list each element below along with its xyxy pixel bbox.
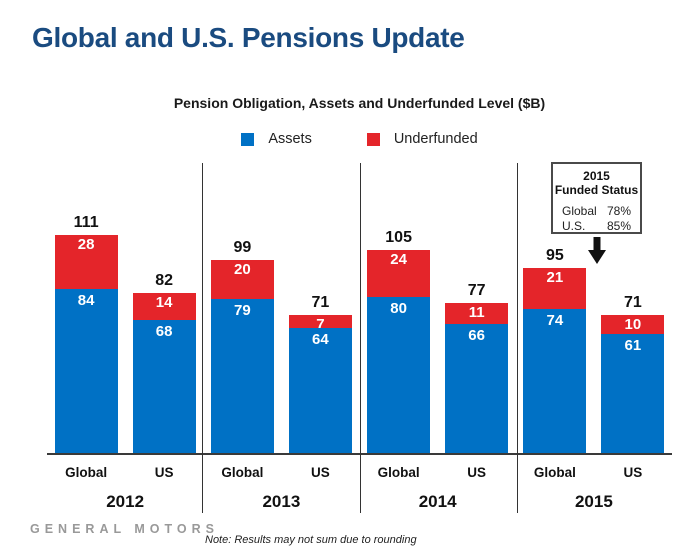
segment-underfunded: 11 (445, 302, 509, 325)
general-motors-logo: GENERAL MOTORS (30, 522, 219, 536)
segment-assets: 84 (54, 289, 118, 453)
assets-value-label: 79 (234, 301, 251, 319)
legend-label-underfunded: Underfunded (393, 131, 478, 147)
assets-value-label: 84 (77, 292, 95, 310)
underfunded-value-label: 11 (468, 303, 485, 321)
year-divider (202, 163, 203, 513)
year-label-2012: 2012 (106, 492, 145, 511)
segment-assets: 64 (288, 328, 352, 453)
assets-value-label: 61 (624, 337, 642, 355)
category-labels: Global US (360, 465, 516, 480)
year-group-2012: 111 28 84 82 14 68 Global US 2012 (47, 160, 203, 511)
funded-status-callout: 2015 Funded Status Global 78% U.S. 85% (551, 162, 642, 234)
year-label-2015: 2015 (574, 492, 613, 511)
bar-2014-us: 77 11 66 (445, 282, 509, 453)
underfunded-value-label: 24 (390, 251, 407, 269)
segment-underfunded: 7 (288, 314, 352, 333)
callout-row-global: Global 78% (562, 204, 631, 218)
bar-total-label: 77 (467, 281, 486, 299)
bar-2015-us: 71 10 61 (601, 294, 665, 453)
assets-value-label: 74 (546, 311, 564, 329)
assets-value-label: 66 (468, 327, 485, 345)
segment-underfunded: 14 (132, 293, 196, 321)
bar-total-label: 82 (155, 272, 174, 290)
segment-assets: 79 (210, 298, 274, 453)
underfunded-value-label: 28 (77, 235, 95, 253)
bar-2012-us: 82 14 68 (132, 272, 196, 453)
category-label-global: Global (377, 465, 420, 480)
category-label-global: Global (533, 465, 576, 480)
segment-assets: 68 (132, 320, 196, 453)
underfunded-swatch-icon (366, 132, 380, 146)
bar-total-label: 111 (73, 213, 99, 231)
assets-swatch-icon (241, 132, 255, 146)
segment-assets: 80 (367, 297, 431, 453)
bar-total-label: 105 (385, 229, 412, 247)
segment-assets: 66 (445, 324, 509, 453)
year-group-2013: 99 20 79 71 7 64 Global US 2013 (203, 160, 359, 511)
bar-total-label: 95 (545, 246, 564, 264)
legend-item-underfunded: Underfunded (366, 131, 478, 147)
callout-row-us: U.S. 85% (562, 219, 631, 233)
segment-underfunded: 10 (601, 314, 665, 335)
callout-heading: Funded Status (554, 183, 639, 197)
segment-assets: 61 (601, 334, 665, 453)
bar-2014-global: 105 24 80 (367, 229, 431, 453)
assets-value-label: 80 (390, 300, 407, 317)
bar-2013-global: 99 20 79 (210, 239, 274, 453)
year-label-2013: 2013 (262, 492, 301, 511)
segment-underfunded: 28 (54, 234, 118, 290)
category-label-us: US (623, 465, 643, 480)
category-labels: Global US (47, 465, 203, 480)
underfunded-value-label: 20 (234, 260, 251, 278)
year-divider (360, 163, 361, 513)
segment-underfunded: 21 (523, 267, 587, 309)
assets-value-label: 68 (155, 323, 173, 341)
year-group-2014: 105 24 80 77 11 66 Global US 2014 (360, 160, 516, 511)
segment-underfunded: 24 (367, 250, 431, 297)
segment-assets: 74 (523, 308, 587, 453)
legend-label-assets: Assets (268, 131, 312, 147)
underfunded-value-label: 14 (155, 294, 173, 312)
underfunded-value-label: 10 (624, 315, 642, 333)
bar-2015-global: 95 21 74 (523, 247, 587, 453)
underfunded-value-label: 21 (546, 268, 564, 286)
category-labels: Global US (203, 465, 359, 480)
category-label-us: US (154, 465, 174, 480)
category-label-global: Global (65, 465, 108, 480)
bar-total-label: 71 (623, 293, 642, 311)
bar-chart: 111 28 84 82 14 68 Global US 2012 99 20 79 71 7 64 Glob… (47, 160, 672, 511)
year-group-2015: 95 21 74 71 10 61 Global US 2015 (516, 160, 672, 511)
category-label-global: Global (221, 465, 264, 480)
bar-2012-global: 111 28 84 (54, 214, 118, 453)
category-labels: Global US (516, 465, 672, 480)
legend: Assets Underfunded (47, 131, 672, 147)
underfunded-value-label: 7 (316, 315, 325, 333)
year-label-2014: 2014 (418, 492, 457, 511)
assets-value-label: 64 (312, 331, 329, 349)
down-arrow-icon (587, 237, 607, 269)
legend-item-assets: Assets (241, 131, 312, 147)
bar-total-label: 99 (233, 238, 252, 256)
year-divider (517, 163, 518, 513)
category-label-us: US (467, 465, 486, 480)
bar-2013-us: 71 7 64 (288, 294, 352, 453)
bar-total-label: 71 (311, 293, 330, 311)
page-title: Global and U.S. Pensions Update (32, 22, 465, 53)
segment-underfunded: 20 (210, 259, 274, 299)
chart-title: Pension Obligation, Assets and Underfund… (173, 95, 546, 111)
rounding-note: Note: Results may not sum due to roundin… (205, 534, 417, 546)
callout-year: 2015 (583, 169, 610, 183)
category-label-us: US (310, 465, 330, 480)
